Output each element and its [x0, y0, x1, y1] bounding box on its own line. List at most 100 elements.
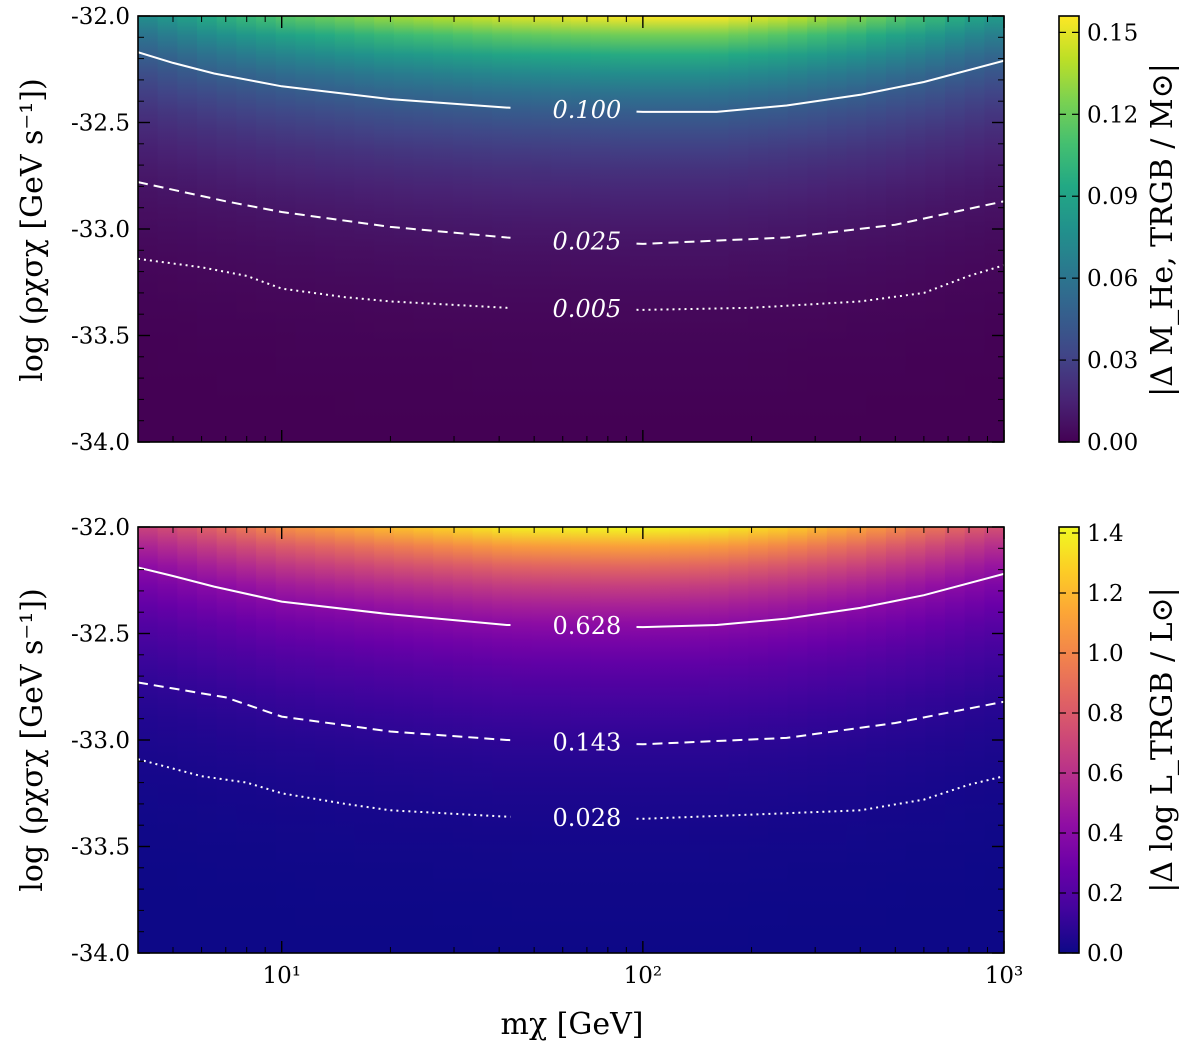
contour-label: 0.025: [553, 227, 622, 255]
heatmap-cell: [925, 16, 946, 442]
contour-label: 0.628: [553, 612, 622, 640]
colorbar-tick-label: 0.0: [1087, 941, 1124, 967]
heatmap-cell: [256, 527, 277, 953]
heatmap-cell: [374, 16, 395, 442]
heatmap-cell: [275, 16, 297, 442]
colorbar-tick-label: 0.4: [1087, 821, 1124, 847]
contour-line-solid: [138, 566, 511, 626]
ytick-label: -32.0: [71, 4, 130, 30]
heatmap-cell: [511, 527, 533, 953]
heatmap-cell: [571, 527, 592, 953]
colorbar-tick-label: 1.2: [1087, 581, 1124, 607]
heatmap-cell: [472, 16, 494, 442]
top-colorbar: [1058, 15, 1080, 443]
heatmap-cell: [630, 527, 651, 953]
heatmap-cell: [610, 16, 632, 442]
heatmap-cell: [236, 527, 258, 953]
colorbar-label-top: |Δ M_He, TRGB / M⊙|: [1145, 63, 1180, 397]
heatmap-cell: [807, 527, 828, 953]
contour-label: 0.100: [553, 96, 622, 124]
heatmap-cell: [787, 527, 809, 953]
ytick-label: -32.5: [71, 622, 130, 648]
heatmap-cell: [216, 16, 238, 442]
heatmap-cell: [767, 16, 789, 442]
heatmap-cell: [649, 527, 671, 953]
contour-line-dashed: [636, 200, 1004, 245]
heatmap-cell: [197, 16, 218, 442]
heatmap-cell: [787, 16, 809, 442]
heatmap-cell: [511, 16, 533, 442]
heatmap-cell: [925, 527, 946, 953]
heatmap-cell: [177, 16, 199, 442]
heatmap-cell: [531, 527, 553, 953]
colorbar-label-bottom: |Δ log L_TRGB / L⊙|: [1145, 587, 1180, 893]
heatmap-cell: [334, 16, 356, 442]
heatmap-cell: [846, 527, 868, 953]
ytick-label: -32.5: [71, 111, 130, 137]
heatmap-cell: [630, 16, 651, 442]
heatmap-cell: [433, 527, 454, 953]
heatmap-cell: [649, 16, 671, 442]
contour-line-dashed: [138, 681, 511, 742]
colorbar-tick-label: 0.2: [1087, 881, 1124, 907]
colorbar-tick-label: 1.4: [1087, 521, 1124, 547]
ytick-label: -34.0: [71, 941, 130, 967]
contour-line-dashed: [138, 181, 511, 239]
xtick-label: 10³: [985, 963, 1024, 989]
heatmap-cell: [767, 527, 789, 953]
heatmap-cell: [315, 16, 336, 442]
heatmap-cell: [551, 16, 572, 442]
heatmap-cell: [452, 16, 474, 442]
heatmap-cell: [846, 16, 868, 442]
ytick-label: -32.0: [71, 515, 130, 541]
colorbar-tick-label: 0.06: [1087, 266, 1138, 292]
heatmap-cell: [354, 527, 376, 953]
heatmap-cell: [866, 527, 887, 953]
heatmap-cell: [748, 16, 769, 442]
heatmap-cell: [393, 527, 415, 953]
heatmap-cell: [531, 16, 553, 442]
colorbar-tick-label: 0.15: [1087, 20, 1138, 46]
heatmap-cell: [669, 527, 691, 953]
heatmap-cell: [689, 527, 710, 953]
heatmap-cell: [748, 527, 769, 953]
bottom-panel: 0.628 0.143 0.028 -32.0 -32.5 -33.0 -33.5 -34.0…: [71, 515, 1124, 989]
ytick-label: -34.0: [71, 430, 130, 456]
top-panel: 0.100 0.025 0.005 -32.0 -32.5 -33.0 -33.5 -34.0…: [71, 4, 1138, 456]
colorbar-tick-label: 0.12: [1087, 102, 1138, 128]
colorbar-tick-label: 0.00: [1087, 430, 1138, 456]
heatmap-cell: [866, 16, 887, 442]
colorbar-tick-label: 0.6: [1087, 761, 1124, 787]
heatmap-cell: [393, 16, 415, 442]
heatmap-cell: [177, 527, 199, 953]
heatmap-cell: [728, 16, 750, 442]
contour-line-dotted: [636, 775, 1004, 820]
ytick-label: -33.0: [71, 728, 130, 754]
contour-line-solid: [636, 572, 1004, 629]
contour-label: 0.005: [553, 295, 622, 323]
contour-line-solid: [138, 51, 511, 109]
xtick-label: 10²: [624, 963, 663, 989]
heatmap-cell: [216, 527, 238, 953]
contour-line-dotted: [636, 264, 1004, 311]
contour-line-solid: [636, 59, 1004, 113]
colorbar-tick-label: 1.0: [1087, 641, 1124, 667]
heatmap-cell: [413, 527, 435, 953]
contour-line-dotted: [138, 758, 511, 818]
bottom-heatmap: [138, 527, 1004, 953]
top-heatmap: [138, 16, 1004, 442]
heatmap-cell: [197, 527, 218, 953]
heatmap-cell: [452, 527, 474, 953]
heatmap-cell: [708, 16, 730, 442]
heatmap-cell: [433, 16, 454, 442]
heatmap-cell: [669, 16, 691, 442]
heatmap-cell: [964, 16, 986, 442]
heatmap-cell: [354, 16, 376, 442]
heatmap-cell: [826, 16, 848, 442]
heatmap-cell: [610, 527, 632, 953]
heatmap-cell: [590, 527, 612, 953]
ylabel-bottom: log (ρχσχ [GeV s⁻¹]): [15, 588, 50, 891]
heatmap-cell: [571, 16, 592, 442]
contour-label: 0.028: [553, 804, 622, 832]
